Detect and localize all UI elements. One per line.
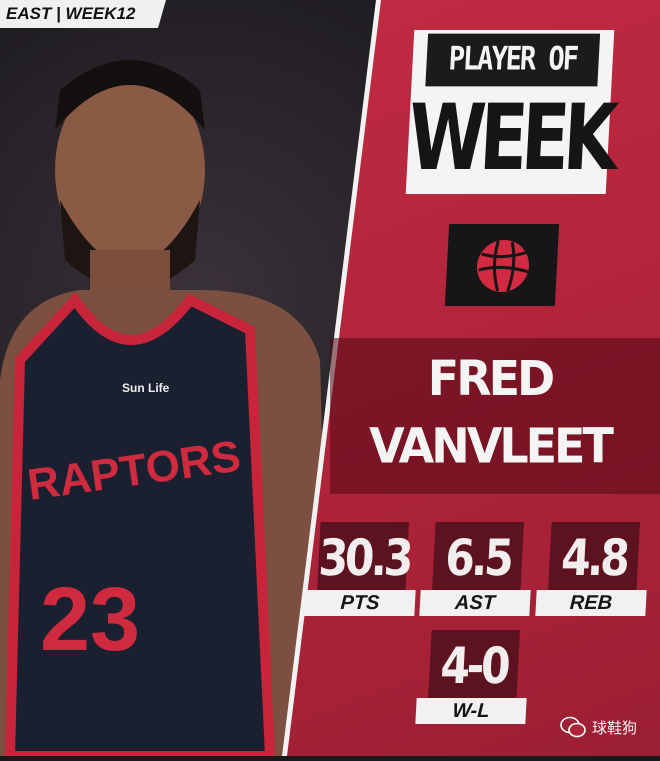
name-band xyxy=(330,338,660,494)
stat-value: 6.5 xyxy=(431,522,525,592)
player-of-the-week-title: PLAYER OF THE WEEK xyxy=(405,30,615,194)
stat-ast: 6.5 AST xyxy=(419,522,531,618)
jersey-number: 23 xyxy=(40,570,140,670)
watermark-text: 球鞋狗 xyxy=(592,718,638,737)
stat-value: 4.8 xyxy=(547,522,641,592)
stat-label: W-L xyxy=(415,698,527,724)
stat-label: REB xyxy=(535,590,647,616)
title-line2: WEEK xyxy=(405,84,615,192)
stat-label: AST xyxy=(419,590,531,616)
sponsor-text: Sun Life xyxy=(122,381,170,395)
player-first-name: FRED xyxy=(427,350,555,407)
wechat-icon xyxy=(560,716,586,738)
watermark: 球鞋狗 xyxy=(560,716,637,738)
stat-wl: 4-0 W-L xyxy=(415,630,527,726)
stat-value: 30.3 xyxy=(316,522,412,592)
player-name: FRED VANVLEET xyxy=(340,345,640,479)
jersey xyxy=(4,291,276,761)
stat-pts: 30.3 PTS xyxy=(304,522,416,618)
player-head xyxy=(55,70,205,270)
stat-reb: 4.8 REB xyxy=(535,522,647,618)
stat-value: 4-0 xyxy=(427,630,521,700)
conference-week-tag: EAST | WEEK12 xyxy=(0,0,166,28)
raptors-logo-icon xyxy=(444,224,560,306)
stat-label: PTS xyxy=(304,590,416,616)
player-last-name: VANVLEET xyxy=(369,417,614,474)
